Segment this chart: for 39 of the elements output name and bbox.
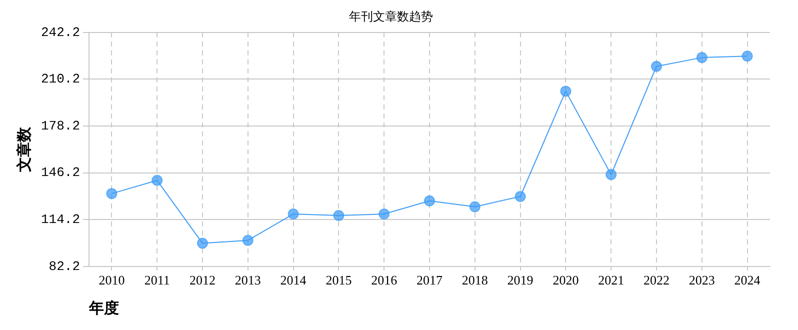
- point: [242, 234, 254, 246]
- point: [606, 169, 617, 180]
- x-tick-label: 2016: [371, 272, 398, 288]
- point: [333, 210, 344, 222]
- x-tick-label: 2024: [734, 272, 761, 288]
- chart-title: 年刊文章数趋势: [349, 9, 433, 24]
- point: [742, 50, 753, 62]
- x-tick-label: 2014: [280, 272, 307, 288]
- y-tick-label: 82.2: [48, 258, 80, 274]
- x-tick-label: 2020: [552, 272, 579, 288]
- point: [514, 190, 526, 202]
- y-tick-label: 242.2: [40, 24, 80, 40]
- point: [696, 52, 708, 64]
- x-tick-label: 2013: [234, 272, 261, 288]
- x-tick-label: 2022: [644, 272, 670, 288]
- x-tick-label: 2021: [598, 272, 624, 288]
- y-tick-label: 210.2: [40, 72, 80, 87]
- point: [469, 201, 480, 212]
- x-tick-label: 2023: [688, 272, 715, 288]
- y-tick-label: 146.2: [40, 165, 80, 180]
- point: [152, 174, 163, 186]
- x-tick-label: 2015: [326, 272, 352, 288]
- x-tick-label: 2019: [507, 272, 534, 288]
- point: [378, 208, 390, 220]
- point: [424, 195, 436, 206]
- point: [197, 238, 208, 249]
- x-tick-label: 2010: [98, 272, 125, 288]
- point: [651, 60, 662, 72]
- x-tick-label: 2017: [416, 272, 444, 288]
- x-axis-title: 年度: [88, 298, 120, 317]
- x-tick-label: 2012: [190, 272, 216, 288]
- point: [288, 208, 299, 220]
- y-tick-label: 114.2: [40, 212, 80, 228]
- point: [106, 188, 118, 200]
- y-tick-label: 178.2: [40, 118, 80, 134]
- x-tick-label: 2018: [462, 272, 488, 288]
- point: [560, 86, 572, 97]
- y-axis-title: 文章数: [14, 126, 33, 173]
- x-tick-label: 2011: [144, 272, 170, 288]
